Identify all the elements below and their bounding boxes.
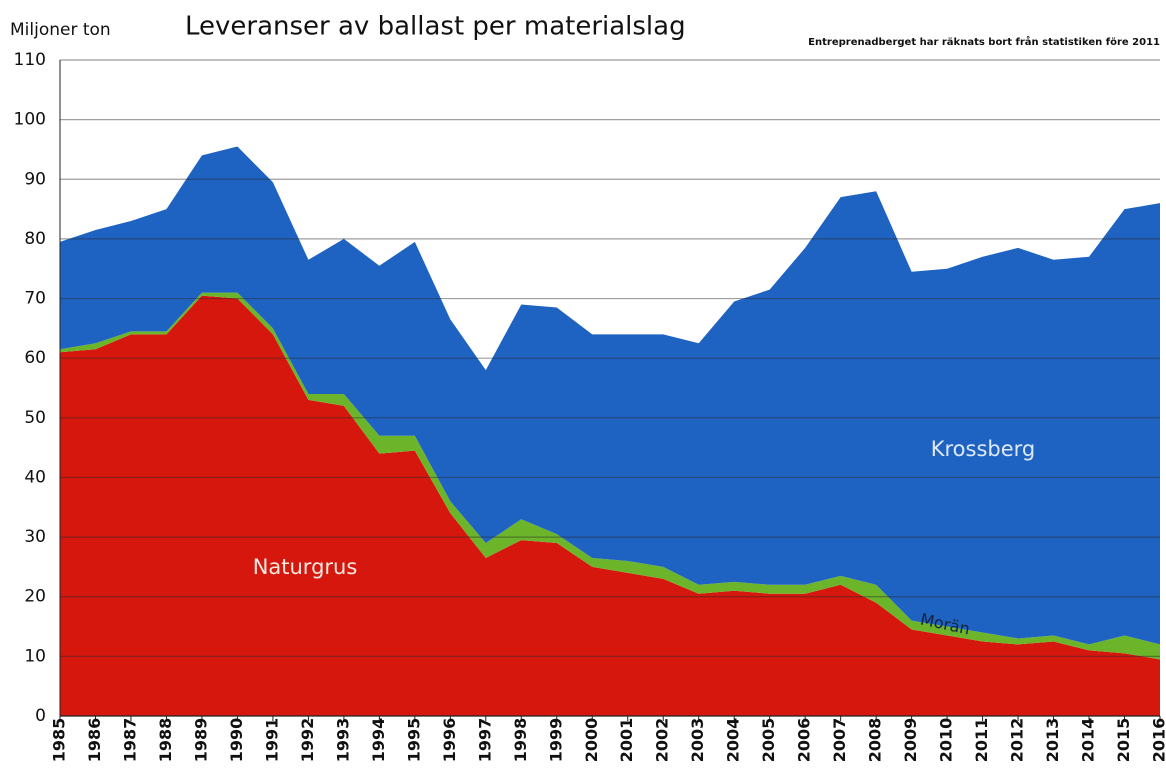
x-tick-label: 2000 — [582, 718, 601, 763]
x-tick-label: 1987 — [120, 718, 139, 763]
x-tick-label: 1985 — [50, 718, 69, 763]
area — [60, 295, 1160, 716]
x-tick-label: 2001 — [617, 718, 636, 763]
x-tick-label: 1999 — [546, 718, 565, 763]
y-axis-label: Miljoner ton — [10, 20, 111, 40]
note: Entreprenadberget har räknats bort från … — [808, 35, 1160, 48]
x-tick-label: 2005 — [759, 718, 778, 763]
x-tick-label: 1997 — [475, 718, 494, 763]
x-tick-label: 2009 — [901, 718, 920, 763]
x-tick-label: 2006 — [795, 718, 814, 763]
y-tick-label: 50 — [24, 408, 46, 428]
x-tick-label: 1986 — [85, 718, 104, 763]
x-tick-label: 2012 — [1008, 718, 1027, 763]
y-tick-label: 20 — [24, 587, 46, 607]
x-tick-label: 1989 — [191, 718, 210, 763]
series-label: Naturgrus — [253, 555, 358, 579]
x-tick-label: 1992 — [298, 718, 317, 763]
x-tick-label: 2004 — [724, 718, 743, 763]
y-tick-label: 70 — [24, 289, 46, 309]
area — [60, 292, 1160, 660]
y-tick-label: 110 — [14, 50, 46, 70]
x-tick-label: 1993 — [333, 718, 352, 763]
x-tick-label: 2002 — [653, 718, 672, 763]
y-tick-label: 40 — [24, 467, 46, 487]
y-tick-label: 100 — [14, 110, 46, 130]
x-tick-label: 1996 — [440, 718, 459, 763]
y-tick-label: 10 — [24, 646, 46, 666]
y-tick-label: 80 — [24, 229, 46, 249]
x-tick-label: 1990 — [227, 718, 246, 763]
y-tick-label: 60 — [24, 348, 46, 368]
y-tick-label: 90 — [24, 169, 46, 189]
x-tick-label: 2007 — [830, 718, 849, 763]
x-tick-label: 2008 — [866, 718, 885, 763]
x-tick-label: 1988 — [156, 718, 175, 763]
x-tick-label: 1995 — [404, 718, 423, 763]
x-tick-label: 1991 — [262, 718, 281, 763]
chart-title: Leveranser av ballast per materialslag — [185, 12, 686, 42]
x-tick-label: 2003 — [688, 718, 707, 763]
y-tick-label: 0 — [35, 706, 46, 726]
y-tick-label: 30 — [24, 527, 46, 547]
series-label: Krossberg — [931, 437, 1036, 461]
x-tick-label: 1998 — [511, 718, 530, 763]
x-tick-label: 2016 — [1150, 718, 1166, 763]
x-tick-label: 2011 — [972, 718, 991, 763]
x-tick-label: 1994 — [369, 718, 388, 763]
x-tick-label: 2014 — [1079, 718, 1098, 763]
x-tick-label: 2015 — [1114, 718, 1133, 763]
x-tick-label: 2010 — [937, 718, 956, 763]
x-tick-label: 2013 — [1043, 718, 1062, 763]
area — [60, 146, 1160, 645]
